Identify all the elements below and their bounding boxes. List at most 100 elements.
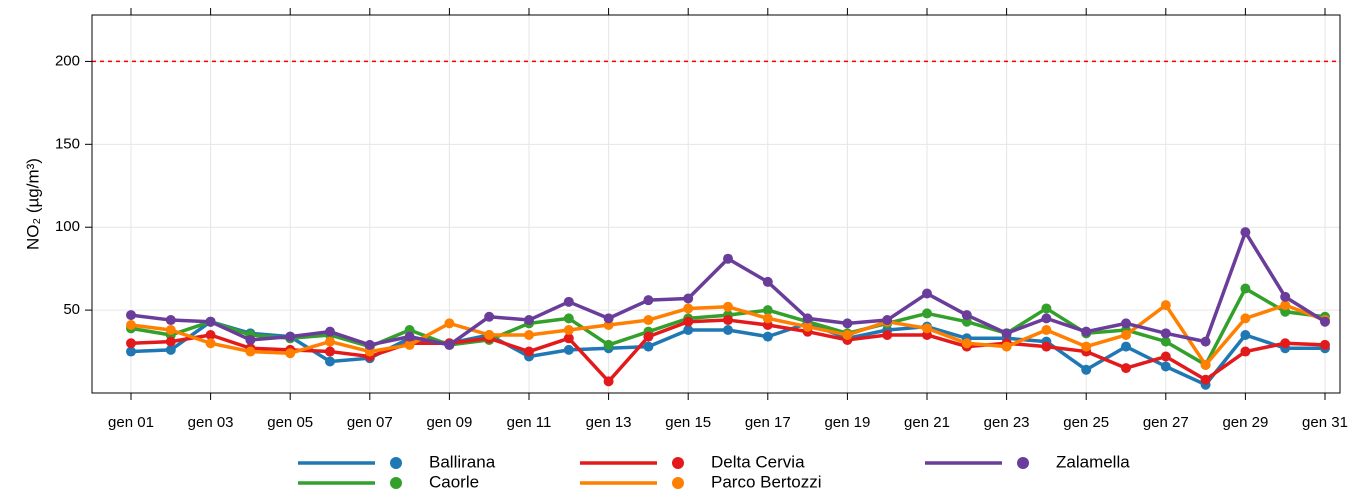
data-point <box>205 329 216 340</box>
x-tick-label: gen 27 <box>1143 414 1189 431</box>
data-point <box>762 331 773 342</box>
data-point <box>922 323 932 334</box>
data-point <box>563 344 574 355</box>
legend-swatch-point <box>672 457 684 469</box>
data-point <box>1240 346 1251 357</box>
plot-frame <box>91 14 1341 394</box>
data-point <box>1121 318 1131 329</box>
y-axis-label: NO₂ (µg/m³) <box>23 158 42 250</box>
data-point <box>723 301 733 312</box>
x-tick-label: gen 07 <box>347 414 393 431</box>
data-point <box>364 339 375 350</box>
x-tick-label: gen 13 <box>586 414 632 431</box>
data-point <box>961 310 972 321</box>
legend-swatch-point <box>390 457 402 469</box>
legend-swatch-point <box>1017 457 1029 469</box>
data-point <box>762 305 773 316</box>
data-point <box>126 346 136 357</box>
y-tick-label: 150 <box>55 135 80 152</box>
data-point <box>1160 351 1171 362</box>
legend-label: Delta Cervia <box>711 452 805 471</box>
data-point <box>126 310 136 321</box>
data-point <box>762 313 773 324</box>
legend-label: Caorle <box>429 472 479 491</box>
data-point <box>1280 291 1291 302</box>
data-point <box>842 318 853 329</box>
data-point <box>563 333 574 344</box>
x-tick-label: gen 31 <box>1302 414 1348 431</box>
x-tick-label: gen 21 <box>904 414 950 431</box>
data-point <box>325 336 335 347</box>
data-point <box>404 331 415 342</box>
data-point <box>1240 227 1251 238</box>
y-tick-label: 100 <box>55 218 80 235</box>
data-point <box>1240 329 1251 340</box>
y-tick-label: 200 <box>55 52 80 69</box>
data-point <box>1160 336 1171 347</box>
data-point <box>1121 341 1131 352</box>
data-point <box>723 315 733 326</box>
data-point <box>1121 363 1131 374</box>
data-point <box>524 346 534 357</box>
data-point <box>802 321 813 332</box>
data-point <box>1200 374 1211 385</box>
data-point <box>603 313 614 324</box>
data-point <box>524 329 534 340</box>
legend-label: Ballirana <box>429 452 496 471</box>
data-point <box>444 318 455 329</box>
data-point <box>325 356 335 367</box>
data-point <box>563 313 574 324</box>
x-tick-label: gen 17 <box>745 414 791 431</box>
data-point <box>1200 336 1211 347</box>
data-point <box>603 376 614 387</box>
data-point <box>205 316 216 327</box>
y-tick-label: 50 <box>63 301 80 318</box>
data-point <box>683 325 694 335</box>
data-point <box>444 339 455 350</box>
data-point <box>683 316 694 327</box>
data-point <box>643 295 654 306</box>
x-tick-label: gen 15 <box>665 414 711 431</box>
data-point <box>325 346 335 357</box>
legend-swatch-point <box>672 477 684 489</box>
data-point <box>842 329 853 340</box>
x-tick-label: gen 29 <box>1222 414 1268 431</box>
data-point <box>404 339 415 350</box>
data-point <box>484 311 495 322</box>
data-point <box>1041 303 1052 314</box>
x-tick-label: gen 19 <box>824 414 870 431</box>
data-point <box>245 334 256 345</box>
data-point <box>1240 313 1251 324</box>
data-point <box>1081 364 1092 375</box>
x-tick-label: gen 03 <box>188 414 234 431</box>
data-point <box>882 315 893 326</box>
data-point <box>1081 341 1092 352</box>
data-point <box>484 329 495 340</box>
data-point <box>723 325 733 335</box>
data-point <box>1041 313 1052 324</box>
data-point <box>563 296 574 307</box>
x-tick-label: gen 25 <box>1063 414 1109 431</box>
data-point <box>1160 361 1171 372</box>
data-point <box>205 338 216 349</box>
data-point <box>165 336 176 347</box>
x-tick-label: gen 05 <box>267 414 313 431</box>
data-point <box>683 303 694 314</box>
data-point <box>882 329 893 340</box>
data-point <box>126 338 136 349</box>
data-point <box>1001 328 1012 339</box>
data-point <box>1280 338 1291 349</box>
data-point <box>922 288 932 299</box>
legend-label: Parco Bertozzi <box>711 472 822 491</box>
data-point <box>1240 283 1251 294</box>
legend-swatch-point <box>390 477 402 489</box>
data-point <box>1320 339 1330 350</box>
data-point <box>165 325 176 335</box>
data-point <box>245 346 256 357</box>
data-point <box>683 293 694 304</box>
data-point <box>1041 325 1052 335</box>
data-point <box>524 315 534 326</box>
